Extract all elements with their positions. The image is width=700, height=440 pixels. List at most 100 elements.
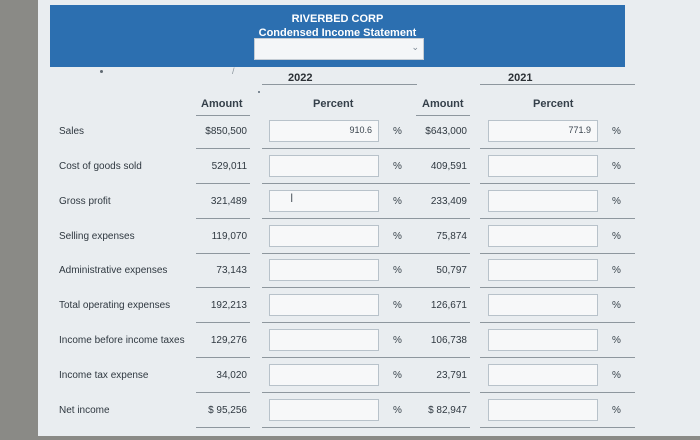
percent-2021-input[interactable] [488, 329, 598, 351]
table-row: Income before income taxes 129,276% 106,73… [0, 326, 700, 360]
percent-2021-input[interactable] [488, 364, 598, 386]
table-row: Gross profit 321,489% 233,409% [0, 187, 700, 221]
amount-2022: $850,500 [205, 126, 247, 137]
row-rule [416, 427, 470, 428]
percent-symbol: % [393, 265, 402, 276]
amount-2021: 126,671 [430, 300, 467, 311]
amount-2022: 529,011 [211, 161, 247, 172]
table-row: Net income $ 95,256% $ 82,947% [0, 396, 700, 430]
row-rule [480, 322, 635, 323]
col-amount-2021-rule [416, 115, 470, 116]
row-rule [480, 357, 635, 358]
row-rule [416, 357, 470, 358]
row-rule [480, 253, 635, 254]
percent-2021-input[interactable] [488, 259, 598, 281]
row-rule [196, 253, 250, 254]
row-rule [480, 427, 635, 428]
amount-2021: 50,797 [436, 265, 467, 276]
row-rule [196, 287, 250, 288]
year-2022-label: 2022 [288, 72, 313, 84]
row-rule [196, 218, 250, 219]
amount-2022: 119,070 [211, 231, 247, 242]
row-label: Total operating expenses [59, 300, 171, 311]
percent-2021-input[interactable]: 771.9 [488, 120, 598, 142]
row-label: Selling expenses [59, 231, 135, 242]
row-rule [262, 357, 417, 358]
row-label: Administrative expenses [59, 265, 168, 276]
row-rule [416, 183, 470, 184]
percent-symbol: % [393, 300, 402, 311]
percent-symbol: % [612, 161, 621, 172]
row-rule [416, 253, 470, 254]
percent-symbol: % [612, 405, 621, 416]
percent-2022-input[interactable] [269, 155, 379, 177]
table-row: Administrative expenses 73,143% 50,797% [0, 256, 700, 290]
statement-date-dropdown[interactable]: ⌄ [254, 38, 424, 60]
percent-2021-input[interactable] [488, 190, 598, 212]
marker-dot [258, 91, 260, 93]
amount-2021: $643,000 [425, 126, 467, 137]
percent-symbol: % [612, 126, 621, 137]
row-rule [262, 427, 417, 428]
percent-symbol: % [612, 300, 621, 311]
amount-2021: 75,874 [436, 231, 467, 242]
percent-2021-value: 771.9 [568, 125, 591, 135]
company-name: RIVERBED CORP [291, 13, 384, 25]
percent-2022-input[interactable] [269, 399, 379, 421]
row-label: Income before income taxes [59, 335, 185, 346]
percent-2022-input[interactable] [269, 364, 379, 386]
percent-2022-input[interactable] [269, 329, 379, 351]
row-rule [196, 427, 250, 428]
row-rule [196, 322, 250, 323]
percent-2021-input[interactable] [488, 225, 598, 247]
percent-2021-input[interactable] [488, 155, 598, 177]
row-rule [480, 148, 635, 149]
statement-title: Condensed Income Statement [258, 27, 417, 39]
row-label: Sales [59, 126, 85, 137]
percent-2022-input[interactable] [269, 259, 379, 281]
col-amount-2021: Amount [422, 98, 464, 110]
row-rule [196, 357, 250, 358]
row-rule [416, 287, 470, 288]
row-rule [480, 218, 635, 219]
amount-2021: 23,791 [436, 370, 467, 381]
table-row: Total operating expenses 192,213% 126,671% [0, 291, 700, 325]
table-row: Sales $850,500 910.6% $643,000 771.9% [0, 117, 700, 151]
percent-2021-input[interactable] [488, 399, 598, 421]
statement-header: RIVERBED CORP Condensed Income Statement… [50, 5, 625, 67]
percent-symbol: % [612, 335, 621, 346]
chevron-down-icon: ⌄ [411, 42, 419, 52]
row-rule [262, 392, 417, 393]
row-rule [262, 253, 417, 254]
percent-symbol: % [612, 196, 621, 207]
percent-symbol: % [393, 126, 402, 137]
table-row: Cost of goods sold 529,011% 409,591% [0, 152, 700, 186]
row-rule [262, 322, 417, 323]
row-label: Income tax expense [59, 370, 149, 381]
percent-2022-input[interactable] [269, 294, 379, 316]
amount-2022: $ 95,256 [208, 405, 247, 416]
row-label: Cost of goods sold [59, 161, 142, 172]
row-rule [416, 218, 470, 219]
amount-2021: 409,591 [430, 161, 467, 172]
percent-2022-input[interactable] [269, 225, 379, 247]
percent-symbol: % [612, 265, 621, 276]
percent-symbol: % [612, 231, 621, 242]
percent-2021-input[interactable] [488, 294, 598, 316]
percent-2022-value: 910.6 [349, 125, 372, 135]
row-rule [480, 183, 635, 184]
amount-2021: 233,409 [430, 196, 467, 207]
percent-2022-input[interactable] [269, 190, 379, 212]
row-rule [480, 392, 635, 393]
percent-2022-input[interactable]: 910.6 [269, 120, 379, 142]
percent-symbol: % [393, 335, 402, 346]
col-amount-2022-rule [196, 115, 250, 116]
row-rule [262, 183, 417, 184]
row-rule [262, 148, 417, 149]
row-rule [196, 148, 250, 149]
col-percent-2022: Percent [313, 98, 354, 110]
percent-symbol: % [393, 161, 402, 172]
amount-2021: 106,738 [430, 335, 467, 346]
row-rule [262, 287, 417, 288]
row-rule [196, 183, 250, 184]
